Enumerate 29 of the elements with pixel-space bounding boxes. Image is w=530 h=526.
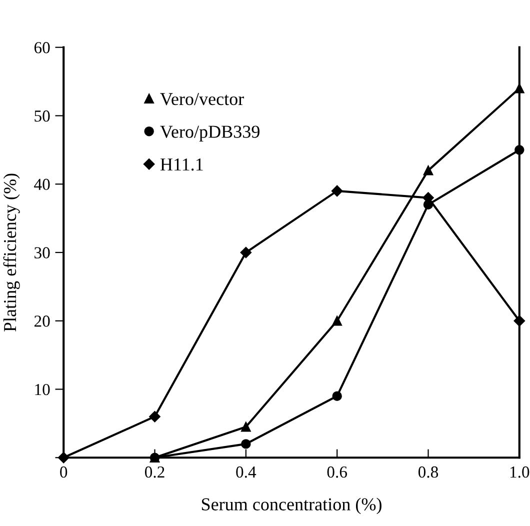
point (240, 246, 252, 258)
point (423, 166, 434, 176)
point (332, 391, 342, 401)
point (58, 452, 70, 464)
point (241, 439, 251, 449)
x-tick-label: 0.8 (418, 466, 438, 478)
point (241, 422, 251, 432)
x-tick-label: 0 (60, 466, 68, 478)
y-axis-title: Plating efficiency (%) (3, 174, 20, 332)
legend-label: H11.1 (160, 158, 203, 171)
y-tick-label: 30 (34, 247, 50, 258)
legend-label: Vero/pDB339 (160, 126, 260, 142)
x-tick-label: 0.4 (236, 466, 256, 478)
y-tick-label: 60 (34, 42, 50, 54)
point (514, 145, 524, 155)
x-axis-title: Serum concentration (%) (202, 498, 382, 514)
point (149, 410, 160, 422)
x-tick-label: 0.2 (144, 466, 164, 478)
y-tick-label: 40 (34, 178, 50, 190)
y-tick-label: 20 (34, 316, 50, 327)
y-tick-label: 10 (35, 384, 50, 396)
point (331, 185, 343, 197)
legend-label: Vero/vector (160, 93, 244, 106)
y-tick-label: 50 (34, 110, 50, 122)
x-tick-label: 0.6 (327, 466, 347, 478)
x-tick-label: 1.0 (510, 466, 530, 478)
point (514, 84, 524, 94)
point (514, 315, 526, 326)
point (332, 316, 342, 326)
